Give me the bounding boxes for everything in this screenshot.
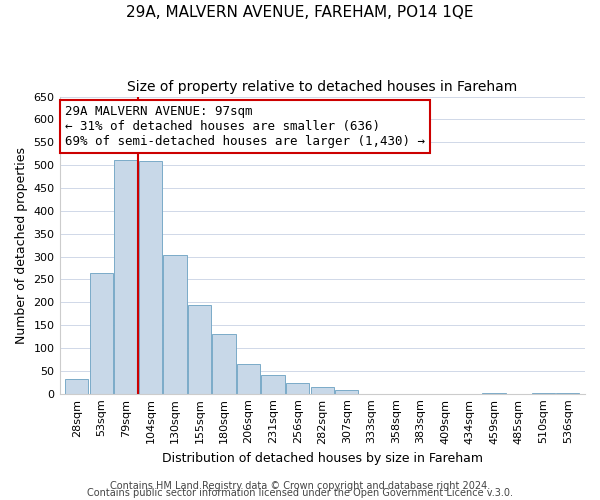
Bar bbox=[65, 378, 88, 394]
X-axis label: Distribution of detached houses by size in Fareham: Distribution of detached houses by size … bbox=[162, 452, 483, 465]
Bar bbox=[335, 390, 358, 394]
Bar bbox=[237, 364, 260, 394]
Bar bbox=[556, 393, 580, 394]
Bar bbox=[114, 160, 137, 394]
Bar bbox=[163, 255, 187, 394]
Text: Contains public sector information licensed under the Open Government Licence v.: Contains public sector information licen… bbox=[87, 488, 513, 498]
Bar bbox=[311, 387, 334, 394]
Bar bbox=[212, 334, 236, 394]
Bar bbox=[89, 274, 113, 394]
Bar bbox=[532, 393, 555, 394]
Bar bbox=[139, 160, 162, 394]
Bar bbox=[482, 393, 506, 394]
Bar bbox=[188, 304, 211, 394]
Bar bbox=[262, 376, 285, 394]
Y-axis label: Number of detached properties: Number of detached properties bbox=[15, 146, 28, 344]
Bar bbox=[286, 383, 310, 394]
Text: Contains HM Land Registry data © Crown copyright and database right 2024.: Contains HM Land Registry data © Crown c… bbox=[110, 481, 490, 491]
Text: 29A MALVERN AVENUE: 97sqm
← 31% of detached houses are smaller (636)
69% of semi: 29A MALVERN AVENUE: 97sqm ← 31% of detac… bbox=[65, 106, 425, 148]
Text: 29A, MALVERN AVENUE, FAREHAM, PO14 1QE: 29A, MALVERN AVENUE, FAREHAM, PO14 1QE bbox=[126, 5, 474, 20]
Title: Size of property relative to detached houses in Fareham: Size of property relative to detached ho… bbox=[127, 80, 517, 94]
